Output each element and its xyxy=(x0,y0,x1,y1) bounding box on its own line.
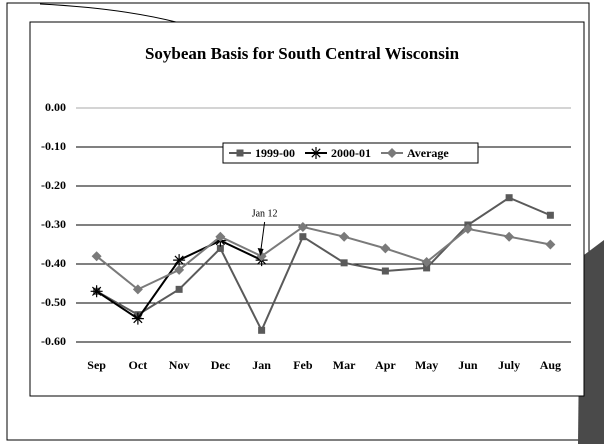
marker-square xyxy=(299,233,307,241)
y-tick-label: -0.50 xyxy=(41,295,66,309)
marker-square xyxy=(381,267,389,275)
marker-diamond xyxy=(339,231,350,242)
marker-diamond xyxy=(421,257,432,268)
x-tick-label: Apr xyxy=(375,358,396,372)
annotation: Jan 12 xyxy=(252,208,278,219)
y-tick-label: 0.00 xyxy=(45,100,66,114)
marker-diamond xyxy=(174,264,185,275)
marker-square xyxy=(258,326,266,334)
marker-diamond xyxy=(132,284,143,295)
marker-square xyxy=(175,285,183,293)
y-tick-label: -0.30 xyxy=(41,217,66,231)
marker-diamond xyxy=(91,251,102,262)
marker-square xyxy=(340,259,348,267)
x-tick-label: Sep xyxy=(87,358,106,372)
annotation-arrowhead xyxy=(257,248,264,256)
slide-curve xyxy=(39,3,177,23)
y-tick-label: -0.10 xyxy=(41,139,66,153)
marker-asterisk xyxy=(310,147,322,159)
series xyxy=(91,221,556,295)
y-tick-label: -0.20 xyxy=(41,178,66,192)
x-tick-label: July xyxy=(498,358,520,372)
marker-square xyxy=(216,244,224,252)
annotation-arrow xyxy=(260,221,266,253)
x-tick-label: Nov xyxy=(169,358,190,372)
x-tick-label: Jan xyxy=(252,358,271,372)
marker-asterisk xyxy=(131,312,144,325)
series-line xyxy=(95,225,551,291)
x-tick-label: Feb xyxy=(293,358,313,372)
marker-diamond xyxy=(387,148,397,158)
marker-square xyxy=(236,149,244,157)
legend-label: 1999-00 xyxy=(255,146,295,160)
chart-frame xyxy=(29,21,585,397)
marker-square xyxy=(505,194,513,202)
series-line xyxy=(96,196,551,333)
marker-diamond xyxy=(297,221,308,232)
marker-asterisk xyxy=(173,254,186,267)
marker-square xyxy=(423,264,431,272)
y-tick-label: -0.60 xyxy=(41,334,66,348)
marker-diamond xyxy=(545,239,556,250)
x-tick-label: Oct xyxy=(129,358,148,372)
marker-asterisk xyxy=(90,285,103,298)
marker-diamond xyxy=(462,223,473,234)
marker-diamond xyxy=(215,231,226,242)
x-tick-label: Aug xyxy=(540,358,561,372)
x-tick-label: Dec xyxy=(211,358,231,372)
x-tick-label: May xyxy=(415,358,438,372)
legend-label: Average xyxy=(407,146,449,160)
x-tick-label: Mar xyxy=(333,358,356,372)
x-tick-label: Jun xyxy=(458,358,478,372)
marker-diamond xyxy=(256,251,267,262)
marker-square xyxy=(546,211,554,219)
legend-label: 2000-01 xyxy=(331,146,371,160)
y-tick-label: -0.40 xyxy=(41,256,66,270)
marker-diamond xyxy=(380,243,391,254)
plot: 0.00 -0.10 -0.20 -0.30 -0.40 -0.50 -0.60 Sep Oct… xyxy=(41,100,571,372)
marker-diamond xyxy=(504,231,515,242)
legend-box xyxy=(222,142,479,164)
chart-title: Soybean Basis for South Central Wisconsi… xyxy=(145,44,460,63)
legend: 1999-00 2000-01 Average xyxy=(222,142,479,164)
